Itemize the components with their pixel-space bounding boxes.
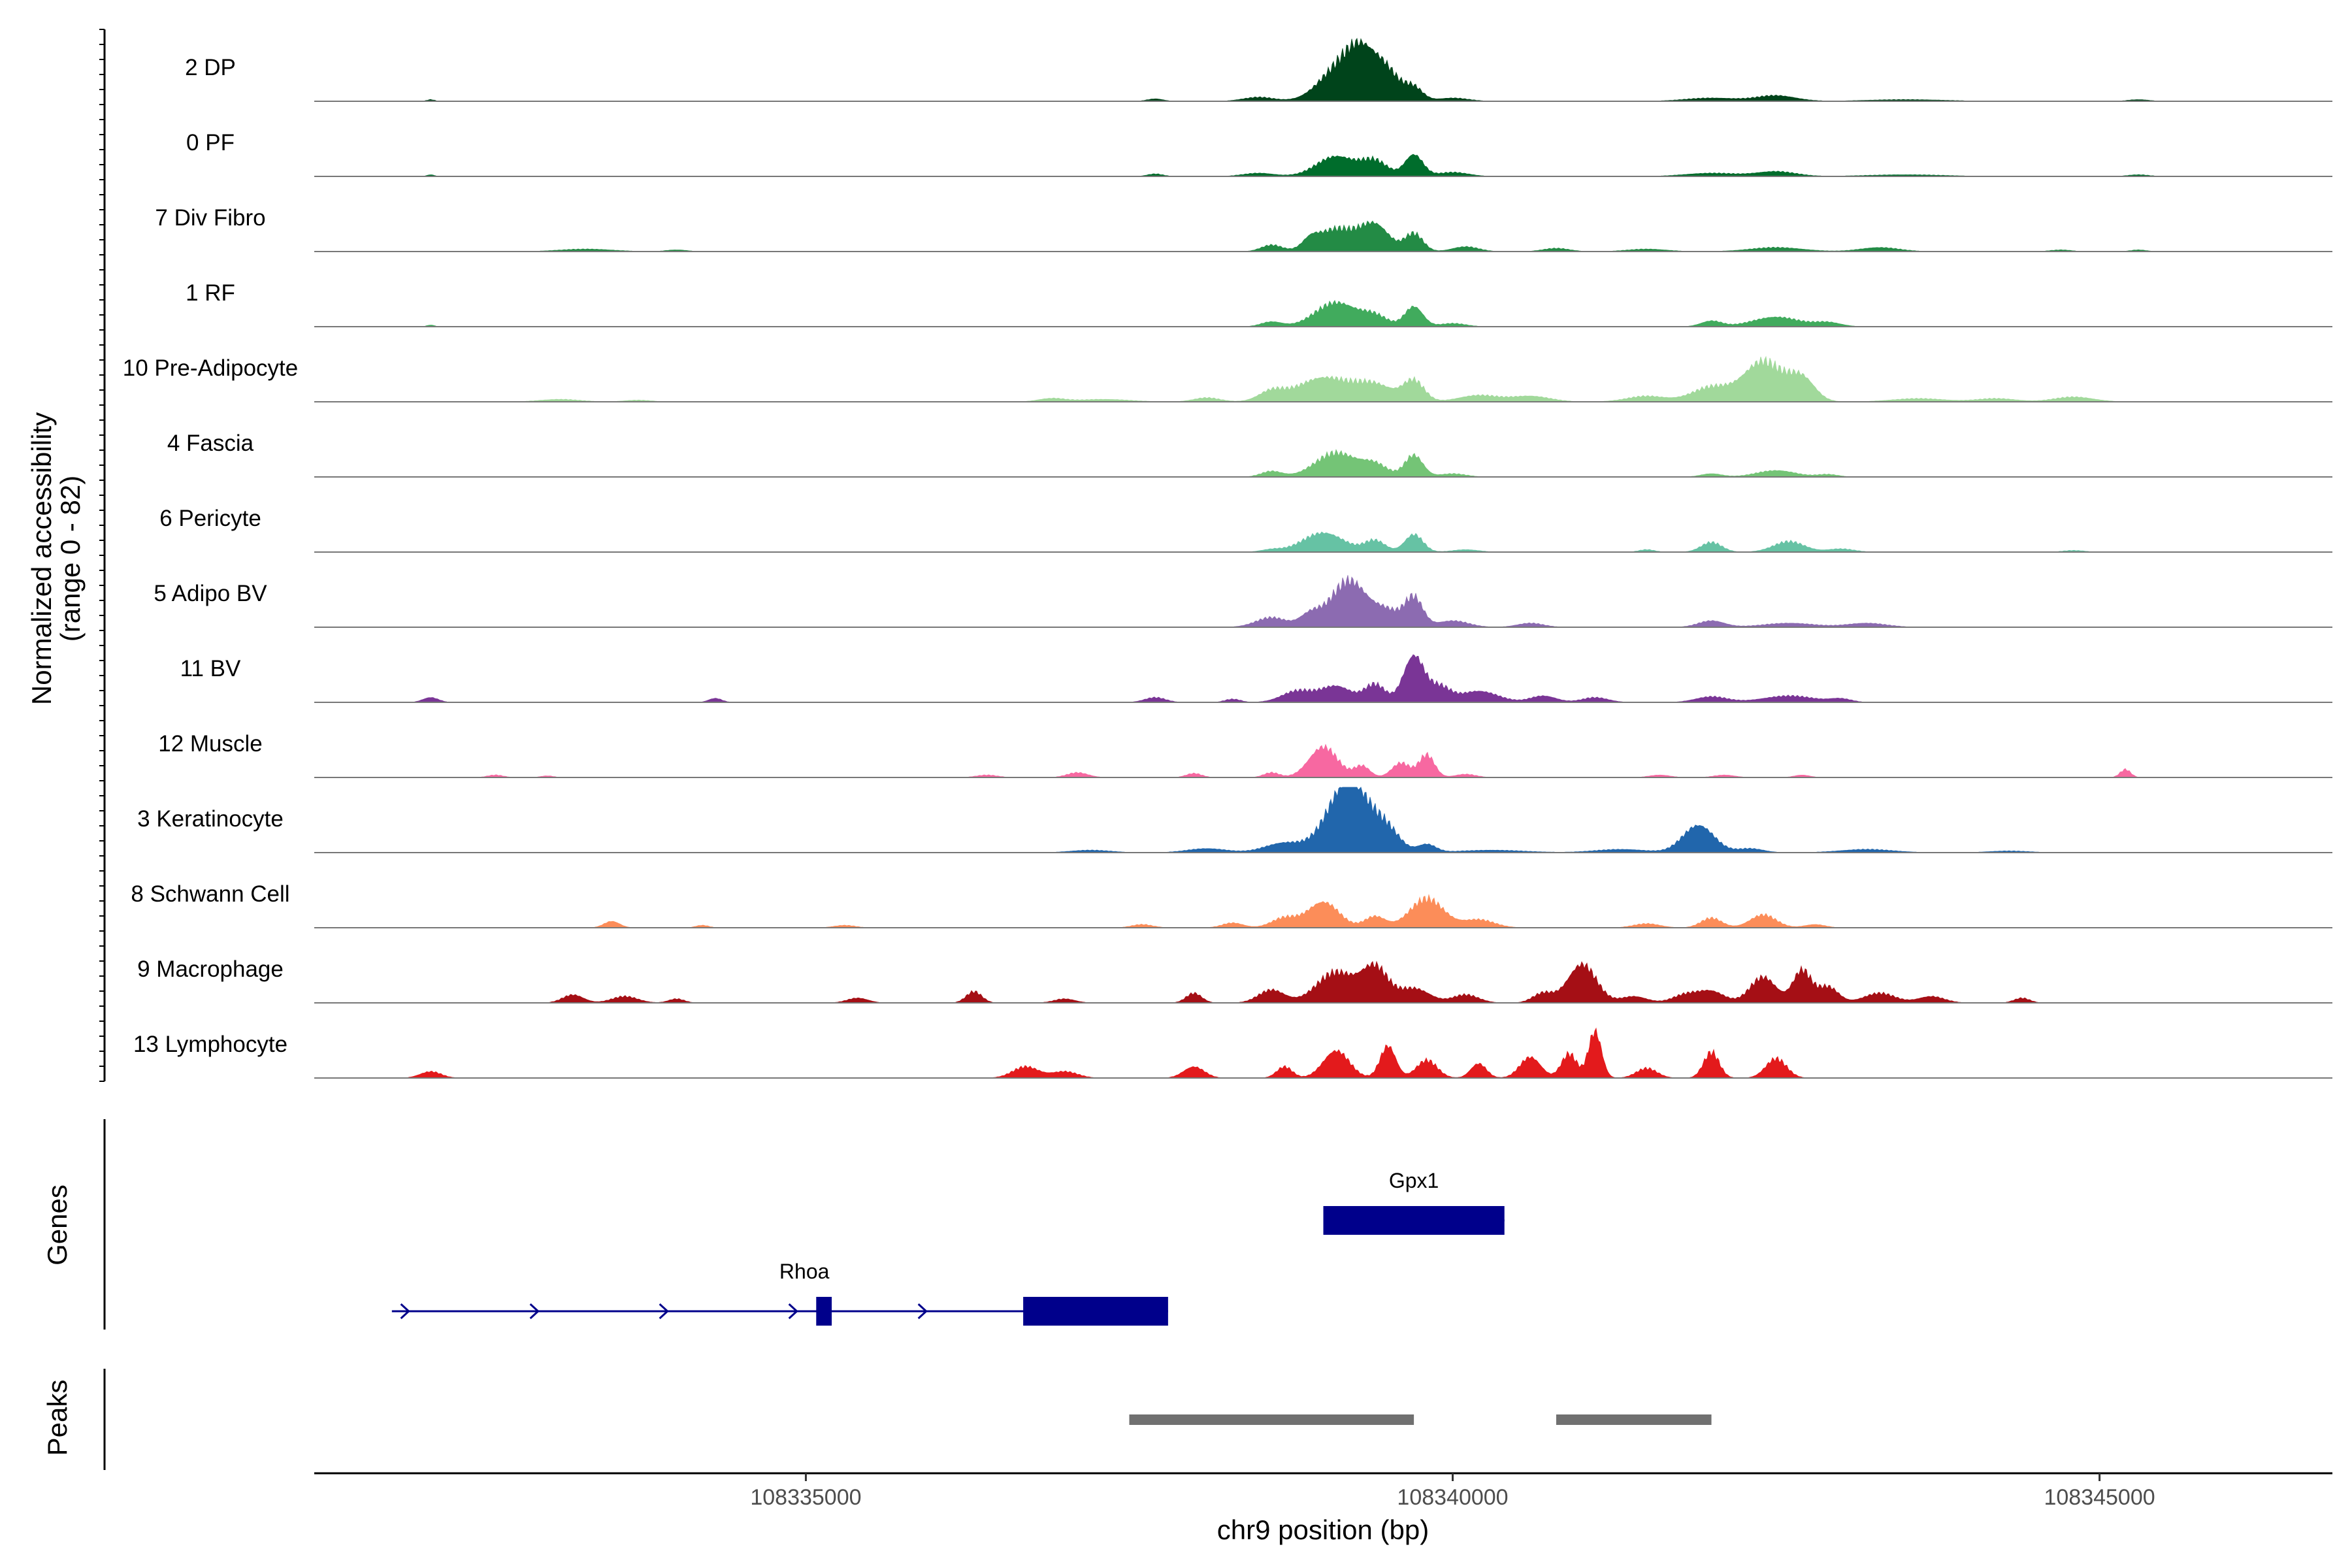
coverage-area-6-pericyte [314, 531, 2332, 553]
y-axis-ruler [99, 29, 106, 1082]
coverage-area-11-bv [314, 654, 2332, 703]
track-9-macrophage: 9 Macrophage [137, 956, 2332, 1004]
x-tick-label: 108335000 [750, 1485, 861, 1510]
strand-arrow [529, 1303, 540, 1320]
track-label: 12 Muscle [158, 731, 263, 757]
track-11-bv: 11 BV [180, 654, 2332, 703]
track-label: 2 DP [185, 55, 236, 80]
gene-label: Rhoa [779, 1260, 830, 1283]
coverage-area-9-macrophage [314, 960, 2332, 1004]
coverage-area-3-keratinocyte [314, 787, 2332, 853]
coverage-area-4-fascia [314, 449, 2332, 478]
track-3-keratinocyte: 3 Keratinocyte [137, 787, 2332, 853]
gene-gpx1: Gpx1 [1323, 1169, 1505, 1235]
track-label: 0 PF [186, 130, 235, 155]
x-tick-label: 108345000 [2044, 1485, 2155, 1510]
coverage-area-5-adipo-bv [314, 575, 2332, 628]
y-axis-title: Normalized accessibility (range 0 - 82) [26, 412, 86, 705]
track-label: 1 RF [186, 280, 235, 306]
track-label: 10 Pre-Adipocyte [123, 355, 298, 381]
coverage-area-12-muscle [314, 743, 2332, 778]
coverage-area-2-dp [314, 37, 2332, 102]
coverage-area-13-lymphocyte [314, 1027, 2332, 1079]
peak-regions [1129, 1414, 1712, 1425]
peak-region [1129, 1414, 1414, 1425]
coverage-area-8-schwann-cell [314, 894, 2332, 928]
x-axis-ticks: 108335000 108340000 108345000 [750, 1473, 2155, 1510]
track-8-schwann-cell: 8 Schwann Cell [131, 881, 2332, 928]
strand-arrow [788, 1303, 798, 1320]
track-label: 9 Macrophage [137, 956, 284, 982]
gene-exon [816, 1297, 832, 1326]
track-13-lymphocyte: 13 Lymphocyte [133, 1027, 2332, 1079]
x-tick-label: 108340000 [1397, 1485, 1508, 1510]
track-1-rf: 1 RF [186, 280, 2332, 327]
gene-exon [1023, 1297, 1168, 1326]
track-10-pre-adipocyte: 10 Pre-Adipocyte [123, 355, 2332, 402]
strand-arrow [659, 1303, 669, 1320]
gene-exon [1323, 1206, 1505, 1235]
x-axis: 108335000 108340000 108345000 chr9 positio… [314, 1472, 2332, 1545]
gene-label: Gpx1 [1389, 1169, 1439, 1192]
track-label: 13 Lymphocyte [133, 1032, 287, 1057]
track-label: 4 Fascia [167, 431, 254, 456]
track-label: 6 Pericyte [159, 506, 261, 531]
peaks-panel: Peaks [42, 1369, 1712, 1470]
track-7-div-fibro: 7 Div Fibro [155, 205, 2332, 252]
track-label: 11 BV [180, 656, 241, 681]
coverage-area-0-pf [314, 154, 2332, 177]
track-label: 3 Keratinocyte [137, 806, 284, 832]
y-axis-title-line1: Normalized accessibility [26, 412, 57, 705]
track-4-fascia: 4 Fascia [167, 431, 2332, 478]
track-2-dp: 2 DP [185, 37, 2332, 102]
y-axis-title-line2: (range 0 - 82) [55, 476, 86, 642]
gene-annotations: Gpx1 Rhoa [391, 1169, 1505, 1326]
track-label: 5 Adipo BV [154, 581, 267, 606]
x-axis-title: chr9 position (bp) [1217, 1514, 1429, 1545]
peak-region [1556, 1414, 1712, 1425]
gene-rhoa: Rhoa [391, 1260, 1168, 1326]
strand-arrow [400, 1303, 410, 1320]
track-12-muscle: 12 Muscle [158, 731, 2332, 778]
track-5-adipo-bv: 5 Adipo BV [154, 575, 2332, 628]
track-label: 7 Div Fibro [155, 205, 265, 231]
strand-arrow [917, 1303, 928, 1320]
peaks-label: Peaks [42, 1380, 73, 1456]
tracks-panel: 2 DP 0 PF 7 Div Fibro 1 RF 10 Pre-Adipocyte 4… [123, 37, 2332, 1079]
track-0-pf: 0 PF [186, 130, 2332, 177]
coverage-area-1-rf [314, 300, 2332, 327]
coverage-area-7-div-fibro [314, 220, 2332, 252]
genes-label: Genes [42, 1184, 73, 1266]
track-label: 8 Schwann Cell [131, 881, 289, 907]
coverage-area-10-pre-adipocyte [314, 355, 2332, 402]
track-6-pericyte: 6 Pericyte [159, 506, 2332, 553]
genes-panel: Genes Gpx1 Rhoa [42, 1119, 1505, 1330]
